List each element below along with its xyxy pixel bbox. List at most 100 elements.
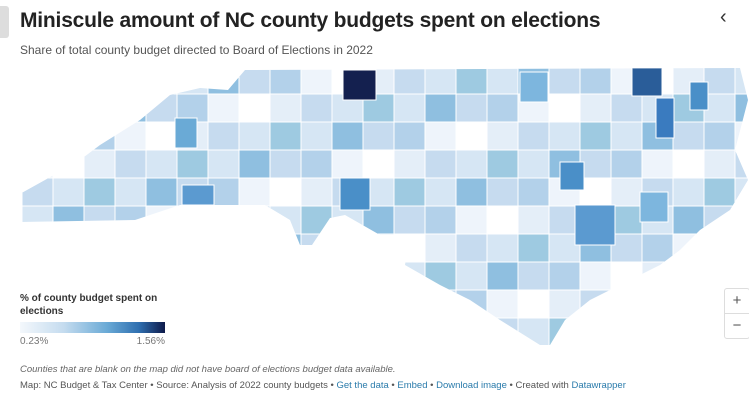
county[interactable] [300,289,333,319]
county[interactable] [486,205,519,235]
county[interactable] [735,346,749,355]
county[interactable] [486,261,519,291]
county[interactable] [339,177,371,211]
county[interactable] [517,177,550,207]
county[interactable] [703,177,736,207]
county[interactable] [672,317,705,346]
county[interactable] [21,149,54,179]
county[interactable] [655,97,675,139]
county[interactable] [579,317,612,346]
county[interactable] [424,289,457,319]
county[interactable] [610,177,643,207]
county[interactable] [517,317,550,346]
county[interactable] [21,233,54,263]
county[interactable] [115,346,146,355]
county[interactable] [672,261,705,291]
county[interactable] [610,317,643,346]
county[interactable] [83,233,116,263]
county[interactable] [393,149,426,179]
drag-handle[interactable] [0,6,9,38]
county[interactable] [424,233,457,263]
county[interactable] [517,205,550,235]
county[interactable] [269,66,302,95]
county[interactable] [238,233,271,263]
county[interactable] [114,205,147,235]
county[interactable] [238,205,271,235]
county[interactable] [238,317,271,346]
county[interactable] [579,261,612,291]
county[interactable] [641,233,674,263]
county[interactable] [455,93,488,123]
county[interactable] [208,346,239,355]
county[interactable] [331,261,364,291]
county[interactable] [207,93,240,123]
county[interactable] [145,93,178,123]
county[interactable] [673,346,704,355]
zoom-in-button[interactable]: + [732,292,742,309]
county[interactable] [424,261,457,291]
county[interactable] [672,289,705,319]
county[interactable] [146,346,177,355]
county[interactable] [176,149,209,179]
county[interactable] [83,66,116,95]
county[interactable] [83,205,116,235]
county[interactable] [393,66,426,95]
county[interactable] [300,205,333,235]
county[interactable] [455,66,488,95]
county[interactable] [362,261,395,291]
county[interactable] [176,289,209,319]
county[interactable] [239,346,270,355]
county[interactable] [270,346,301,355]
county[interactable] [176,317,209,346]
county[interactable] [455,317,488,346]
county[interactable] [610,149,643,179]
county[interactable] [114,233,147,263]
county[interactable] [331,317,364,346]
county[interactable] [300,261,333,291]
county[interactable] [455,121,488,151]
county[interactable] [269,289,302,319]
county[interactable] [238,121,271,151]
county[interactable] [579,149,612,179]
county[interactable] [689,81,709,111]
county[interactable] [362,149,395,179]
county[interactable] [641,261,674,291]
county[interactable] [52,121,85,151]
county[interactable] [393,233,426,263]
county[interactable] [393,121,426,151]
county[interactable] [672,177,705,207]
county[interactable] [703,93,736,123]
county[interactable] [548,121,581,151]
county[interactable] [21,177,54,207]
county[interactable] [300,177,333,207]
county[interactable] [455,233,488,263]
county[interactable] [207,289,240,319]
county[interactable] [703,66,736,95]
county[interactable] [362,289,395,319]
county[interactable] [181,184,215,206]
county[interactable] [114,93,147,123]
county[interactable] [83,93,116,123]
county[interactable] [703,205,736,235]
chevron-left-icon[interactable]: ‹ [720,6,727,28]
county[interactable] [145,121,178,151]
county[interactable] [610,121,643,151]
county[interactable] [114,66,147,95]
county[interactable] [517,289,550,319]
county[interactable] [704,346,735,355]
county[interactable] [145,205,178,235]
county[interactable] [610,289,643,319]
county[interactable] [114,121,147,151]
county[interactable] [580,346,611,355]
county[interactable] [300,66,333,95]
county[interactable] [269,205,302,235]
county[interactable] [734,177,749,207]
county[interactable] [145,149,178,179]
county[interactable] [300,93,333,123]
county[interactable] [734,149,749,179]
download-image-link[interactable]: Download image [436,380,507,391]
county[interactable] [548,289,581,319]
county[interactable] [486,233,519,263]
county[interactable] [641,317,674,346]
county[interactable] [300,233,333,263]
